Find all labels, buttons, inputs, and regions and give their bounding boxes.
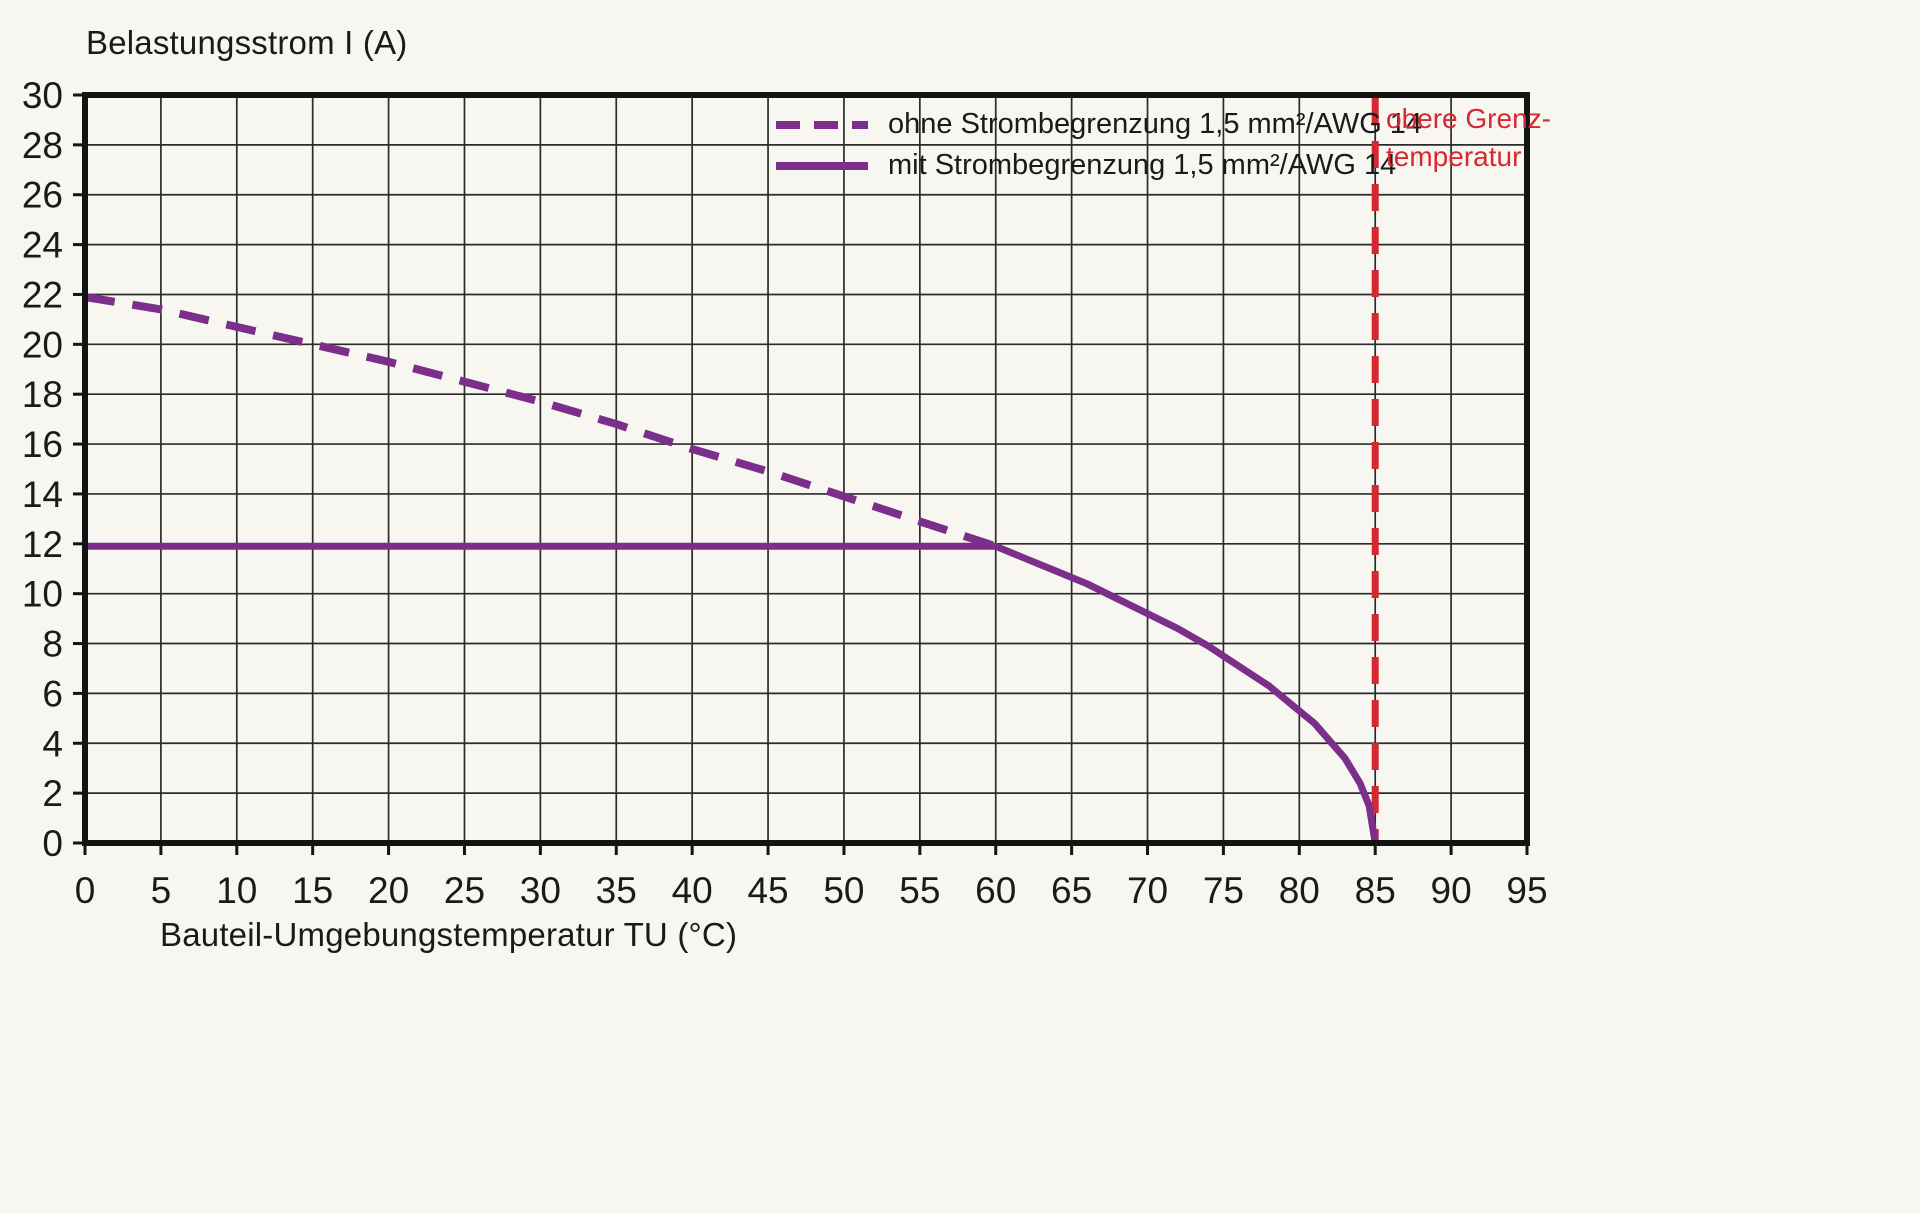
y-tick-label: 12 bbox=[22, 524, 63, 565]
x-axis-title: Bauteil-Umgebungstemperatur TU (°C) bbox=[160, 916, 738, 953]
solid-line-sample bbox=[776, 161, 868, 170]
dashed-line-sample bbox=[776, 120, 868, 129]
x-tick-label: 5 bbox=[151, 870, 172, 911]
x-tick-label: 25 bbox=[444, 870, 485, 911]
y-tick-label: 4 bbox=[42, 723, 63, 764]
x-tick-label: 20 bbox=[368, 870, 409, 911]
x-tick-label: 30 bbox=[520, 870, 561, 911]
y-tick-label: 16 bbox=[22, 424, 63, 465]
x-tick-label: 45 bbox=[747, 870, 788, 911]
x-tick-label: 65 bbox=[1051, 870, 1092, 911]
y-tick-label: 30 bbox=[22, 75, 63, 116]
y-tick-label: 6 bbox=[42, 673, 63, 714]
y-tick-label: 8 bbox=[42, 624, 63, 665]
limit-temperature-annotation: obere Grenz- temperatur bbox=[1386, 100, 1551, 176]
x-tick-label: 90 bbox=[1431, 870, 1472, 911]
x-tick-label: 50 bbox=[823, 870, 864, 911]
x-tick-label: 75 bbox=[1203, 870, 1244, 911]
y-axis-title: Belastungsstrom I (A) bbox=[86, 24, 408, 61]
x-tick-label: 40 bbox=[672, 870, 713, 911]
y-tick-label: 24 bbox=[22, 225, 63, 266]
series-mit-strombegrenzung bbox=[85, 542, 1379, 844]
legend-label-ohne: ohne Strombegrenzung 1,5 mm²/AWG 14 bbox=[888, 108, 1423, 140]
legend: ohne Strombegrenzung 1,5 mm²/AWG 14 mit … bbox=[776, 104, 1422, 186]
y-tick-label: 28 bbox=[22, 125, 63, 166]
y-tick-label: 20 bbox=[22, 324, 63, 365]
x-tick-label: 15 bbox=[292, 870, 333, 911]
series-ohne-strombegrenzung bbox=[84, 293, 997, 551]
y-tick-label: 2 bbox=[42, 773, 63, 814]
x-tick-label: 10 bbox=[216, 870, 257, 911]
x-tick-label: 35 bbox=[596, 870, 637, 911]
plot-frame bbox=[82, 92, 1530, 846]
x-tick-label: 60 bbox=[975, 870, 1016, 911]
y-tick-label: 26 bbox=[22, 175, 63, 216]
y-tick-label: 14 bbox=[22, 474, 63, 515]
y-tick-label: 0 bbox=[42, 823, 63, 864]
limit-annotation-line1: obere Grenz- bbox=[1386, 103, 1551, 134]
x-tick-label: 85 bbox=[1355, 870, 1396, 911]
x-tick-label: 70 bbox=[1127, 870, 1168, 911]
y-tick-label: 18 bbox=[22, 374, 63, 415]
y-tick-label: 22 bbox=[22, 274, 63, 315]
legend-label-mit: mit Strombegrenzung 1,5 mm²/AWG 14 bbox=[888, 149, 1397, 181]
x-tick-label: 55 bbox=[899, 870, 940, 911]
x-tick-label: 95 bbox=[1506, 870, 1547, 911]
y-tick-label: 10 bbox=[22, 574, 63, 615]
limit-annotation-line2: temperatur bbox=[1386, 140, 1522, 172]
legend-item-mit: mit Strombegrenzung 1,5 mm²/AWG 14 bbox=[776, 145, 1422, 186]
x-tick-label: 0 bbox=[75, 870, 96, 911]
legend-item-ohne: ohne Strombegrenzung 1,5 mm²/AWG 14 bbox=[776, 104, 1422, 145]
x-tick-label: 80 bbox=[1279, 870, 1320, 911]
